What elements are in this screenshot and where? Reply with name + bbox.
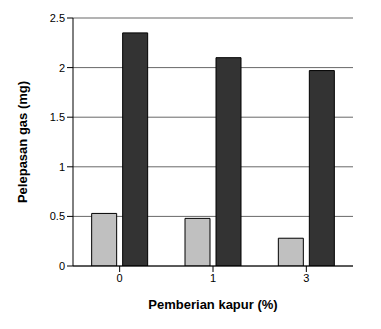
svg-text:2.5: 2.5 xyxy=(50,12,65,24)
svg-text:Pelepasan gas (mg): Pelepasan gas (mg) xyxy=(15,81,30,203)
svg-text:1: 1 xyxy=(210,272,216,284)
svg-text:Pemberian kapur (%): Pemberian kapur (%) xyxy=(148,297,277,312)
svg-text:0.5: 0.5 xyxy=(50,210,65,222)
svg-text:1: 1 xyxy=(59,161,65,173)
svg-text:2: 2 xyxy=(59,62,65,74)
svg-text:3: 3 xyxy=(303,272,309,284)
svg-text:1.5: 1.5 xyxy=(50,111,65,123)
svg-text:0: 0 xyxy=(117,272,123,284)
svg-text:0: 0 xyxy=(59,260,65,272)
